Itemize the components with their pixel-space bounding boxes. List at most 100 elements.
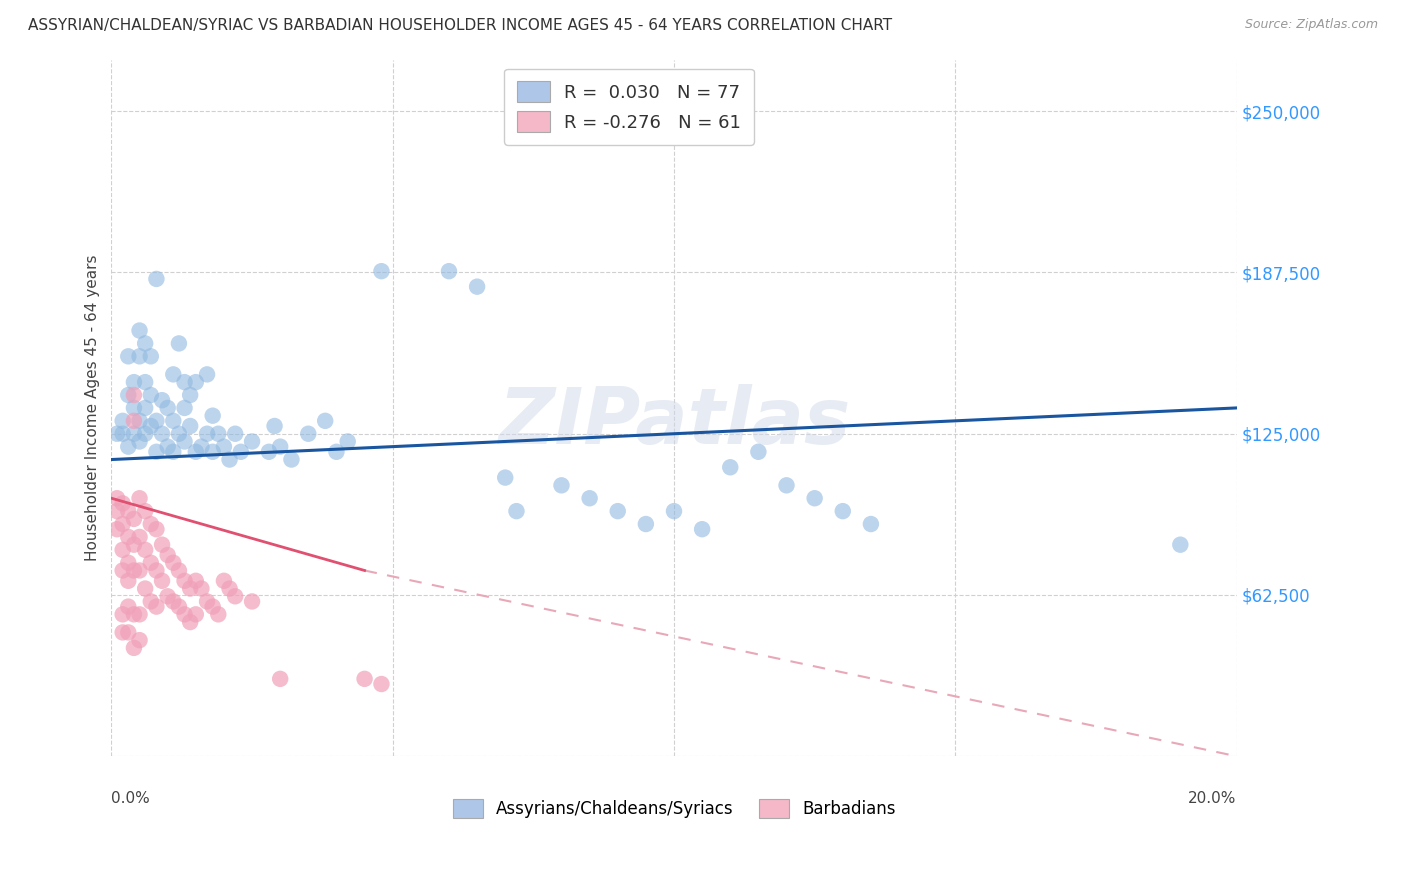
Point xyxy=(775,478,797,492)
Point xyxy=(263,419,285,434)
Point xyxy=(218,452,240,467)
Point xyxy=(224,589,246,603)
Point xyxy=(634,516,657,531)
Point xyxy=(179,582,201,596)
Point xyxy=(145,444,167,458)
Point xyxy=(224,426,246,441)
Point xyxy=(139,349,162,363)
Point xyxy=(128,414,150,428)
Point xyxy=(139,419,162,434)
Point xyxy=(803,491,825,506)
Point xyxy=(550,478,572,492)
Point xyxy=(111,625,134,640)
Point xyxy=(128,491,150,506)
Point xyxy=(167,426,190,441)
Point xyxy=(494,470,516,484)
Point xyxy=(117,574,139,588)
Point xyxy=(173,375,195,389)
Point xyxy=(1168,538,1191,552)
Point xyxy=(325,444,347,458)
Point xyxy=(690,522,713,536)
Point xyxy=(122,375,145,389)
Point xyxy=(831,504,853,518)
Point xyxy=(111,496,134,510)
Text: ZIPatlas: ZIPatlas xyxy=(498,384,851,460)
Point xyxy=(117,530,139,544)
Text: Source: ZipAtlas.com: Source: ZipAtlas.com xyxy=(1244,18,1378,31)
Point xyxy=(162,556,184,570)
Point xyxy=(207,426,229,441)
Point xyxy=(859,516,882,531)
Point xyxy=(156,589,179,603)
Point xyxy=(145,564,167,578)
Point xyxy=(105,522,128,536)
Point xyxy=(111,426,134,441)
Point xyxy=(134,542,156,557)
Point xyxy=(336,434,359,449)
Point xyxy=(122,512,145,526)
Point xyxy=(122,538,145,552)
Point xyxy=(201,409,224,423)
Point xyxy=(269,440,291,454)
Point xyxy=(201,599,224,614)
Point xyxy=(314,414,336,428)
Point xyxy=(167,599,190,614)
Point xyxy=(145,414,167,428)
Point xyxy=(111,564,134,578)
Point xyxy=(145,522,167,536)
Point xyxy=(117,625,139,640)
Point xyxy=(747,444,769,458)
Point xyxy=(117,388,139,402)
Point xyxy=(162,444,184,458)
Point xyxy=(195,426,218,441)
Point xyxy=(179,419,201,434)
Point xyxy=(173,434,195,449)
Point xyxy=(173,574,195,588)
Point xyxy=(184,607,207,622)
Point xyxy=(134,426,156,441)
Point xyxy=(111,607,134,622)
Point xyxy=(150,574,173,588)
Point xyxy=(128,349,150,363)
Point xyxy=(173,401,195,415)
Point xyxy=(240,434,263,449)
Point xyxy=(105,491,128,506)
Point xyxy=(122,388,145,402)
Point xyxy=(578,491,600,506)
Point xyxy=(370,264,392,278)
Point xyxy=(134,375,156,389)
Point xyxy=(128,633,150,648)
Point xyxy=(111,414,134,428)
Point xyxy=(128,530,150,544)
Point xyxy=(134,401,156,415)
Point xyxy=(139,388,162,402)
Point xyxy=(128,434,150,449)
Point xyxy=(156,440,179,454)
Point xyxy=(128,564,150,578)
Point xyxy=(105,504,128,518)
Point xyxy=(134,504,156,518)
Point xyxy=(150,426,173,441)
Point xyxy=(156,401,179,415)
Point xyxy=(122,564,145,578)
Point xyxy=(269,672,291,686)
Point xyxy=(505,504,527,518)
Point xyxy=(128,324,150,338)
Point xyxy=(184,574,207,588)
Point xyxy=(437,264,460,278)
Point xyxy=(190,440,212,454)
Y-axis label: Householder Income Ages 45 - 64 years: Householder Income Ages 45 - 64 years xyxy=(86,255,100,561)
Point xyxy=(145,272,167,286)
Point xyxy=(139,556,162,570)
Point xyxy=(117,599,139,614)
Point xyxy=(111,542,134,557)
Point xyxy=(134,582,156,596)
Legend: Assyrians/Chaldeans/Syriacs, Barbadians: Assyrians/Chaldeans/Syriacs, Barbadians xyxy=(446,792,903,824)
Point xyxy=(207,607,229,622)
Point xyxy=(212,574,235,588)
Point xyxy=(156,548,179,562)
Point xyxy=(257,444,280,458)
Text: ASSYRIAN/CHALDEAN/SYRIAC VS BARBADIAN HOUSEHOLDER INCOME AGES 45 - 64 YEARS CORR: ASSYRIAN/CHALDEAN/SYRIAC VS BARBADIAN HO… xyxy=(28,18,893,33)
Point xyxy=(117,349,139,363)
Point xyxy=(117,440,139,454)
